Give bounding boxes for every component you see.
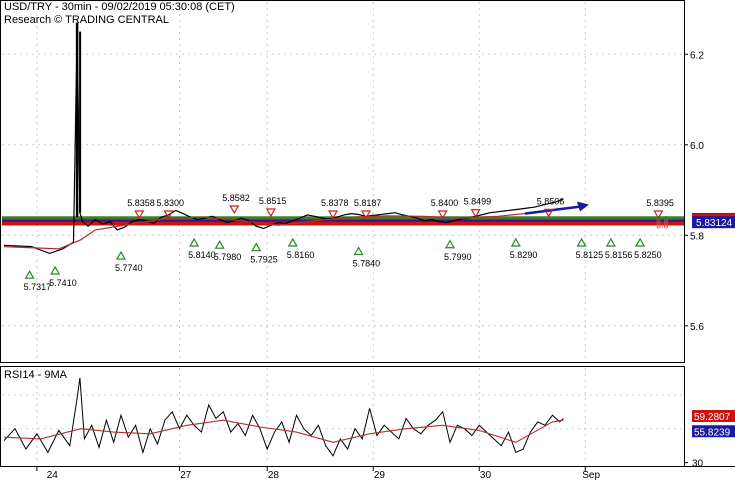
- swing-high-marker: [653, 210, 664, 220]
- swing-high-marker: [134, 210, 145, 220]
- rsi-panel-frame: [0, 366, 685, 467]
- swing-low-marker: [24, 269, 35, 279]
- y-tick-label: 5.8: [690, 231, 704, 242]
- y-tick-label: 6.0: [690, 141, 704, 152]
- swing-high-label: 5.8506: [537, 196, 565, 206]
- x-tick-label: 27: [180, 470, 192, 480]
- swing-high-label: 5.8358: [127, 198, 155, 208]
- price-moving-average: [3, 207, 564, 250]
- swing-low-label: 5.7990: [444, 252, 472, 262]
- swing-low-marker: [635, 237, 646, 247]
- swing-high-marker: [327, 210, 339, 220]
- swing-low-label: 5.7317: [24, 282, 52, 292]
- swing-high-label: 5.8400: [431, 198, 459, 208]
- swing-low-label: 5.8125: [576, 250, 604, 260]
- price-panel-frame: [0, 0, 685, 363]
- swing-low-marker: [444, 239, 456, 249]
- y-tick-label: 6.2: [690, 50, 704, 61]
- swing-high-label: 5.8499: [464, 197, 492, 207]
- swing-high-marker: [163, 210, 174, 220]
- swing-high-label: 5.8582: [222, 193, 250, 203]
- chart-subtitle: Research © TRADING CENTRAL: [4, 14, 169, 26]
- swing-low-marker: [115, 250, 127, 260]
- swing-low-label: 5.7740: [115, 263, 143, 273]
- x-tick-label: Sep: [582, 470, 600, 480]
- swing-low-label: 5.7925: [250, 255, 278, 265]
- swing-low-label: 5.8250: [634, 250, 662, 260]
- x-tick-label: 29: [374, 470, 386, 480]
- x-tick-label: 28: [268, 470, 280, 480]
- swing-low-label: 5.8160: [287, 250, 315, 260]
- price-series-line: [3, 31, 564, 255]
- swing-low-label: 5.7980: [214, 252, 242, 262]
- swing-high-label: 5.8187: [354, 198, 382, 208]
- swing-low-label: 5.7410: [49, 278, 77, 288]
- faint-level-label: 5.8: [656, 215, 669, 225]
- swing-low-marker: [605, 237, 616, 247]
- swing-low-label: 5.8140: [188, 250, 216, 260]
- rsi-badge-label: 55.8239: [694, 427, 731, 438]
- swing-high-label: 5.8515: [259, 196, 287, 206]
- price-badge-label: 5.83124: [696, 218, 733, 229]
- x-tick-label: 30: [480, 470, 492, 480]
- x-tick-label: 24: [47, 470, 59, 480]
- rsi-badge-label: 59.2807: [694, 412, 731, 423]
- swing-low-marker: [50, 265, 61, 275]
- faint-level-label: 5.8: [656, 220, 669, 230]
- faint-level-label: 5.8: [656, 219, 669, 229]
- price-badge: [692, 216, 735, 229]
- swing-low-marker: [576, 237, 587, 247]
- chart-header: USD/TRY - 30min - 09/02/2019 05:30:08 (C…: [4, 1, 235, 27]
- swing-low-marker: [287, 237, 298, 247]
- chart-title: USD/TRY - 30min - 09/02/2019 05:30:08 (C…: [4, 1, 235, 13]
- rsi-moving-average: [3, 419, 564, 443]
- swing-high-label: 5.8378: [321, 198, 349, 208]
- swing-high-marker: [543, 208, 554, 218]
- swing-high-marker: [437, 210, 448, 220]
- swing-high-marker: [470, 209, 481, 218]
- swing-low-marker: [510, 237, 521, 247]
- swing-low-marker: [251, 242, 262, 252]
- rsi-badge: [692, 425, 735, 438]
- swing-high-marker: [265, 208, 276, 218]
- swing-high-label: 5.8395: [646, 198, 674, 208]
- rsi-badge: [692, 410, 735, 422]
- swing-low-label: 5.8156: [605, 250, 633, 260]
- swing-high-marker: [229, 205, 240, 215]
- rsi-y-tick-label: 30: [692, 459, 704, 470]
- swing-high-label: 5.8300: [157, 198, 185, 208]
- rsi-panel-title: RSI14 - 9MA: [4, 369, 68, 381]
- y-tick-label: 5.6: [690, 322, 704, 333]
- swing-high-marker: [360, 210, 371, 220]
- faint-level-label: 5.8: [656, 217, 669, 227]
- forecast-arrow-head: [576, 201, 589, 212]
- swing-low-marker: [214, 239, 225, 249]
- swing-low-marker: [189, 237, 200, 247]
- swing-low-label: 5.7840: [353, 259, 381, 269]
- swing-low-marker: [353, 246, 364, 256]
- swing-low-label: 5.8290: [510, 250, 538, 260]
